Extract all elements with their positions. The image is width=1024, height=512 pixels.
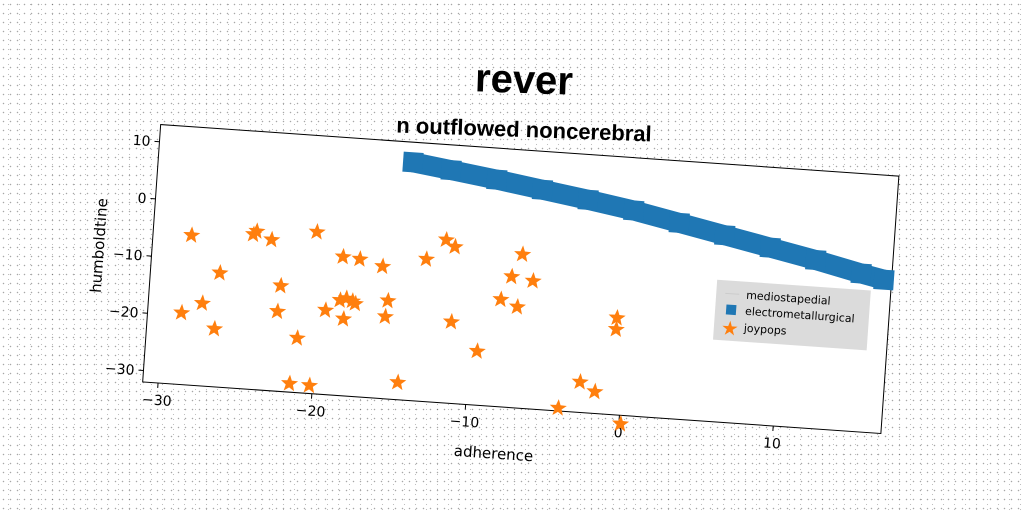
joypops-point: [446, 237, 464, 255]
electrometallurgical-point: [668, 212, 690, 234]
legend-marker-mediostapedial: [725, 292, 740, 295]
joypops-point: [549, 399, 567, 416]
electrometallurgical-point: [714, 224, 736, 246]
x-tick-label: −30: [141, 392, 172, 410]
joypops-point: [173, 303, 191, 321]
electrometallurgical-point: [850, 262, 872, 285]
electrometallurgical-series: [402, 151, 895, 291]
legend-marker-joypops: [722, 320, 738, 336]
plot-frame: [142, 123, 900, 435]
joypops-point: [571, 373, 589, 390]
electrometallurgical-point: [531, 179, 554, 201]
joypops-point: [288, 329, 306, 346]
y-axis: 10 0 −10 −20 −30: [104, 133, 160, 379]
joypops-point: [492, 290, 510, 308]
legend-label-joypops: joypops: [742, 322, 787, 338]
joypops-point: [263, 230, 281, 248]
legend-label-mediostapedial: mediostapedial: [746, 289, 831, 308]
joypops-point: [211, 263, 229, 281]
joypops-point: [334, 247, 352, 265]
x-tick-label: 0: [613, 425, 623, 442]
joypops-point: [334, 309, 353, 327]
joypops-point: [612, 414, 630, 432]
joypops-point: [308, 223, 326, 240]
legend-marker-electrometallurgical: [725, 304, 737, 316]
y-tick-label: −30: [104, 361, 135, 379]
joypops-point: [272, 276, 290, 294]
joypops-point: [245, 225, 263, 243]
joypops-point: [281, 374, 299, 392]
joypops-point: [442, 312, 461, 330]
x-tick-label: −20: [295, 403, 326, 421]
y-tick-label: −10: [112, 246, 143, 264]
joypops-point: [206, 319, 224, 337]
y-tick-label: 0: [137, 191, 147, 208]
joypops-point: [317, 301, 335, 318]
x-tick-label: 10: [763, 435, 782, 452]
joypops-point: [389, 373, 407, 391]
y-tick-label: −20: [108, 304, 139, 322]
joypops-point: [374, 257, 392, 275]
joypops-point: [514, 245, 532, 263]
x-axis: −30 −20 −10 0 10: [141, 382, 782, 453]
joypops-point: [508, 297, 526, 315]
electrometallurgical-point: [623, 199, 645, 222]
x-tick-label: −10: [449, 413, 480, 431]
joypops-point: [300, 376, 319, 394]
y-axis-label: humboldtine: [87, 198, 112, 294]
joypops-point: [503, 267, 521, 285]
joypops-point: [376, 307, 394, 325]
electrometallurgical-point: [805, 249, 827, 271]
joypops-point: [343, 292, 362, 309]
electrometallurgical-point: [402, 151, 424, 173]
joypops-point: [437, 230, 455, 248]
joypops-point: [524, 272, 542, 289]
legend: mediostapedial electrometallurgical joyp…: [713, 279, 871, 351]
legend-box: [713, 279, 871, 351]
y-tick-label: 10: [132, 133, 151, 150]
joypops-point: [269, 302, 287, 320]
electrometallurgical-point: [759, 236, 781, 259]
joypops-point: [193, 294, 211, 311]
joypops-point: [607, 320, 625, 338]
electrometallurgical-point: [440, 159, 462, 181]
joypops-point: [331, 291, 349, 308]
joypops-point: [379, 291, 397, 309]
joypops-point: [468, 342, 486, 359]
joypops-point: [418, 250, 436, 267]
joypops-point: [586, 382, 604, 400]
joypops-series: [173, 222, 630, 432]
electrometallurgical-point: [486, 168, 508, 191]
electrometallurgical-point: [577, 189, 599, 211]
joypops-point: [183, 226, 201, 243]
joypops-point: [351, 250, 369, 267]
electrometallurgical-point: [873, 269, 895, 291]
joypops-point: [608, 308, 626, 326]
x-axis-label: adherence: [453, 442, 534, 466]
